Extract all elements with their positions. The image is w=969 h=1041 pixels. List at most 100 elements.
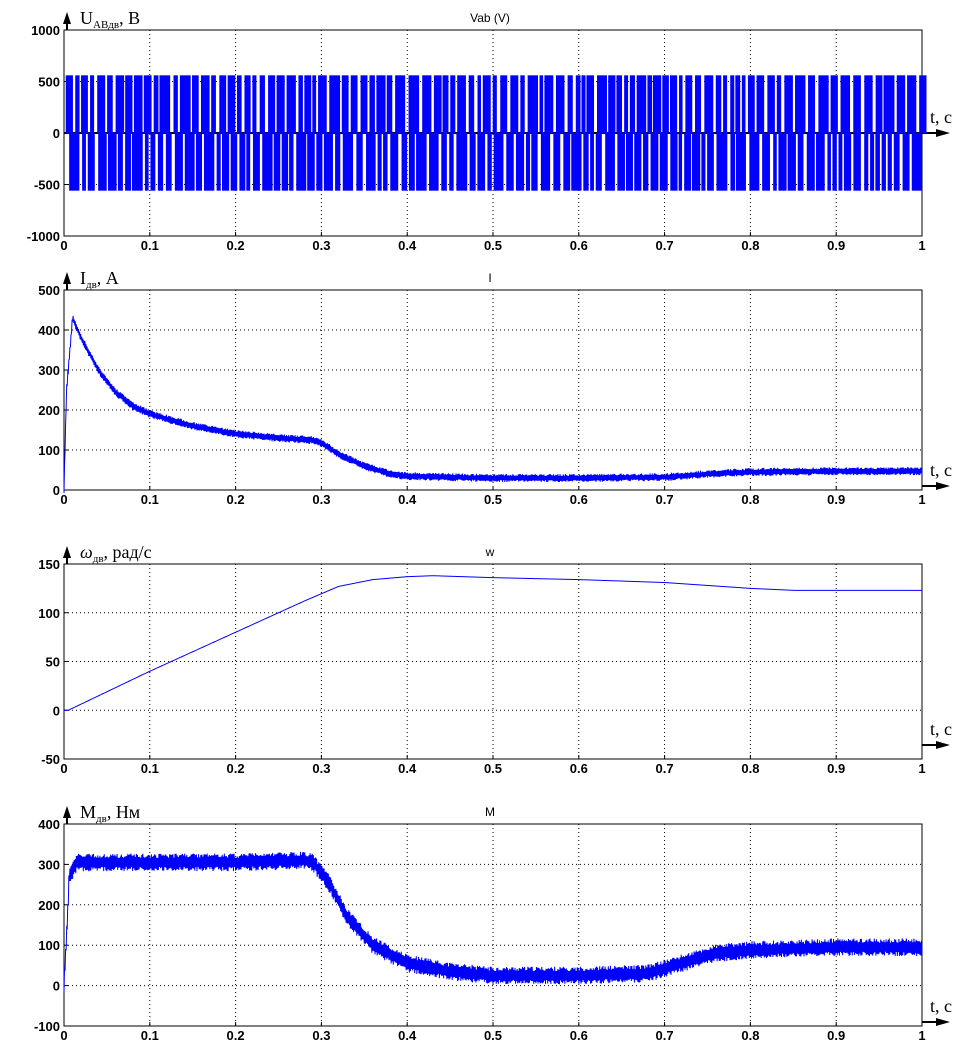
pwm-pulse-negative bbox=[893, 133, 900, 191]
x-tick-label: 0.7 bbox=[656, 238, 674, 253]
pwm-pulse-negative bbox=[262, 133, 273, 191]
pwm-pulse-positive bbox=[544, 75, 554, 133]
x-tick-label: 0 bbox=[60, 761, 67, 776]
pwm-pulse-negative bbox=[701, 133, 706, 191]
y-tick-label: 400 bbox=[38, 817, 60, 832]
x-axis-arrow bbox=[936, 129, 950, 137]
y-axis-label: UABдв, В bbox=[80, 8, 140, 31]
pwm-pulse-negative bbox=[659, 133, 668, 191]
x-tick-label: 0.5 bbox=[484, 492, 502, 507]
x-tick-label: 1 bbox=[918, 492, 925, 507]
pwm-pulse-negative bbox=[571, 133, 582, 191]
pwm-pulse-positive bbox=[510, 75, 519, 133]
pwm-pulse-negative bbox=[383, 133, 388, 191]
pwm-pulse-positive bbox=[608, 75, 616, 133]
pwm-pulse-negative bbox=[531, 133, 538, 191]
pwm-pulse-negative bbox=[429, 133, 439, 191]
signal-line bbox=[64, 575, 922, 711]
pwm-pulse-positive bbox=[670, 75, 678, 133]
pwm-pulse-negative bbox=[749, 133, 760, 191]
pwm-pulse-negative bbox=[441, 133, 447, 191]
pwm-pulse-positive bbox=[408, 75, 420, 133]
pwm-pulse-negative bbox=[296, 133, 307, 191]
x-tick-label: 0.8 bbox=[741, 1028, 759, 1041]
pwm-pulse-positive bbox=[244, 75, 251, 133]
pwm-pulse-positive bbox=[211, 75, 216, 133]
pwm-pulse-negative bbox=[184, 133, 195, 191]
pwm-pulse-negative bbox=[730, 133, 736, 191]
pwm-pulse-negative bbox=[634, 133, 642, 191]
pwm-pulse-positive bbox=[107, 75, 113, 133]
x-tick-label: 1 bbox=[918, 1028, 925, 1041]
x-axis-label: t, c bbox=[930, 996, 952, 1016]
x-axis-label: t, c bbox=[930, 107, 952, 127]
pwm-pulse-negative bbox=[716, 133, 728, 191]
pwm-pulse-positive bbox=[896, 75, 906, 133]
pwm-pulse-positive bbox=[395, 75, 406, 133]
pwm-pulse-positive bbox=[864, 75, 873, 133]
pwm-pulse-negative bbox=[595, 133, 602, 191]
pwm-pulse-negative bbox=[816, 133, 825, 191]
pwm-pulse-negative bbox=[246, 133, 251, 191]
y-tick-label: -1000 bbox=[27, 229, 60, 244]
pwm-pulse-negative bbox=[125, 133, 131, 191]
pwm-pulse-negative bbox=[540, 133, 551, 191]
pwm-pulse-positive bbox=[81, 75, 88, 133]
pwm-pulse-negative bbox=[583, 133, 589, 191]
pwm-pulse-positive bbox=[527, 75, 538, 133]
pwm-pulse-negative bbox=[617, 133, 625, 191]
y-axis-arrow bbox=[63, 806, 71, 818]
pwm-pulse-positive bbox=[75, 75, 80, 133]
pwm-pulse-positive bbox=[652, 75, 662, 133]
pwm-pulse-positive bbox=[875, 75, 883, 133]
signal-line bbox=[63, 315, 923, 494]
panel-2: 0 0.1 0.2 0.3 0.4 0.5 0.6 0.7 0.8 0.9 1 500 400 300 20… bbox=[38, 268, 952, 507]
panel-title: I bbox=[488, 271, 491, 285]
pwm-pulse-negative bbox=[216, 133, 221, 191]
pwm-pulse-negative bbox=[366, 133, 376, 191]
pwm-pulse-positive bbox=[747, 75, 755, 133]
pwm-pulse-positive bbox=[200, 75, 210, 133]
pwm-pulse-negative bbox=[853, 133, 861, 191]
pwm-pulse-negative bbox=[643, 133, 649, 191]
pwm-pulse-negative bbox=[273, 133, 281, 191]
pwm-pulse-positive bbox=[830, 75, 838, 133]
pwm-pulse-positive bbox=[586, 75, 595, 133]
pwm-pulse-negative bbox=[838, 133, 843, 191]
x-tick-label: 0.1 bbox=[141, 1028, 159, 1041]
pwm-pulse-negative bbox=[493, 133, 504, 191]
pwm-pulse-negative bbox=[165, 133, 172, 191]
y-tick-label: 300 bbox=[38, 857, 60, 872]
pwm-pulse-positive bbox=[422, 75, 432, 133]
pwm-pulse-negative bbox=[390, 133, 399, 191]
pwm-pulse-positive bbox=[450, 75, 456, 133]
pwm-pulse-positive bbox=[457, 75, 466, 133]
pwm-pulse-positive bbox=[442, 75, 449, 133]
pwm-pulse-positive bbox=[723, 75, 728, 133]
pwm-pulse-positive bbox=[624, 75, 629, 133]
pwm-pulse-negative bbox=[335, 133, 341, 191]
pwm-pulse-negative bbox=[174, 133, 183, 191]
pwm-pulse-positive bbox=[555, 75, 565, 133]
pwm-pulse-positive bbox=[636, 75, 647, 133]
pwm-pulse-positive bbox=[369, 75, 375, 133]
pwm-pulse-positive bbox=[219, 75, 227, 133]
pwm-pulse-negative bbox=[408, 133, 415, 191]
pwm-pulse-positive bbox=[360, 75, 368, 133]
panel-3: 0 0.1 0.2 0.3 0.4 0.5 0.6 0.7 0.8 0.9 1150100500-5… bbox=[38, 542, 952, 776]
pwm-pulse-positive bbox=[685, 75, 693, 133]
pwm-pulse-positive bbox=[808, 75, 816, 133]
pwm-pulse-negative bbox=[323, 133, 333, 191]
pwm-pulse-negative bbox=[477, 133, 486, 191]
pwm-pulse-positive bbox=[227, 75, 236, 133]
y-tick-label: 500 bbox=[38, 75, 60, 90]
x-axis-arrow bbox=[936, 1018, 950, 1026]
x-tick-label: 0.9 bbox=[827, 492, 845, 507]
x-tick-label: 0.6 bbox=[570, 492, 588, 507]
pwm-pulse-positive bbox=[695, 75, 702, 133]
y-tick-label: 200 bbox=[38, 403, 60, 418]
pwm-pulse-positive bbox=[433, 75, 442, 133]
y-tick-label: 100 bbox=[38, 938, 60, 953]
y-tick-label: 0 bbox=[53, 483, 60, 498]
x-tick-label: 0.9 bbox=[827, 761, 845, 776]
